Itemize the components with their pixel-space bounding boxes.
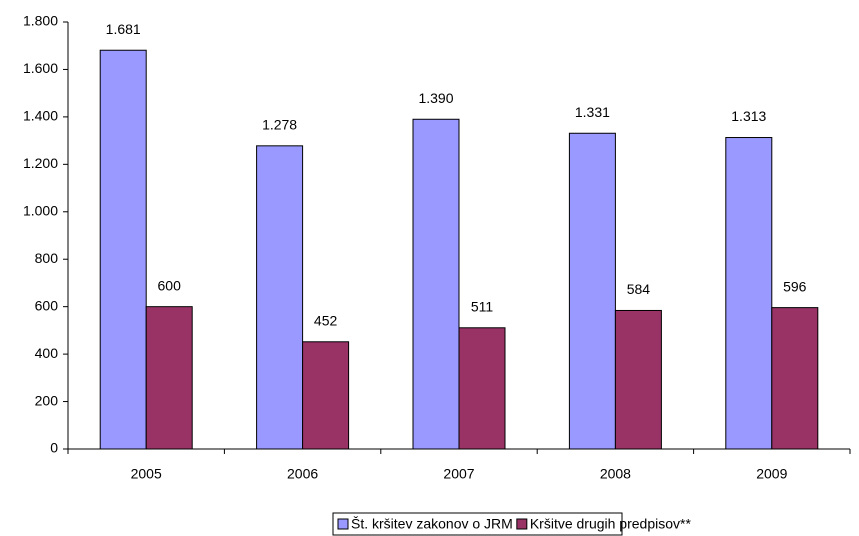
data-label: 1.390 <box>418 90 453 106</box>
y-tick-label: 400 <box>35 345 59 361</box>
data-label: 600 <box>158 277 182 293</box>
bar <box>256 145 304 450</box>
x-tick-label: 2006 <box>287 466 318 482</box>
data-label: 1.681 <box>106 21 141 37</box>
y-tick-label: 600 <box>35 297 59 313</box>
data-label: 584 <box>627 281 651 297</box>
y-tick-label: 1.000 <box>23 202 58 218</box>
y-tick-label: 0 <box>50 440 58 456</box>
x-tick-label: 2009 <box>756 466 787 482</box>
bar <box>99 49 147 450</box>
legend-swatch <box>337 518 349 530</box>
data-label: 596 <box>783 278 807 294</box>
y-tick-label: 800 <box>35 250 59 266</box>
bar <box>412 118 460 450</box>
y-tick-label: 1.800 <box>23 13 58 29</box>
data-label: 452 <box>314 312 338 328</box>
bar <box>771 307 819 450</box>
legend-label: Št. kršitev zakonov o JRM <box>351 516 513 532</box>
data-label: 1.331 <box>575 104 610 120</box>
data-label: 1.278 <box>262 117 297 133</box>
bar <box>302 341 350 450</box>
y-tick-label: 1.400 <box>23 108 58 124</box>
y-tick-label: 200 <box>35 392 59 408</box>
data-label: 511 <box>471 298 494 314</box>
legend-swatch <box>516 518 528 530</box>
legend-label: Kršitve drugih predpisov** <box>530 516 692 532</box>
x-tick-label: 2005 <box>131 466 162 482</box>
data-label: 1.313 <box>731 108 766 124</box>
legend-box <box>332 512 623 536</box>
x-tick-label: 2008 <box>600 466 631 482</box>
y-tick-label: 1.600 <box>23 60 58 76</box>
bar <box>725 137 773 450</box>
y-tick-label: 1.200 <box>23 155 58 171</box>
bar <box>614 309 662 450</box>
bar <box>458 327 506 450</box>
bar <box>145 306 193 450</box>
x-tick-label: 2007 <box>443 466 474 482</box>
bar <box>568 132 616 450</box>
